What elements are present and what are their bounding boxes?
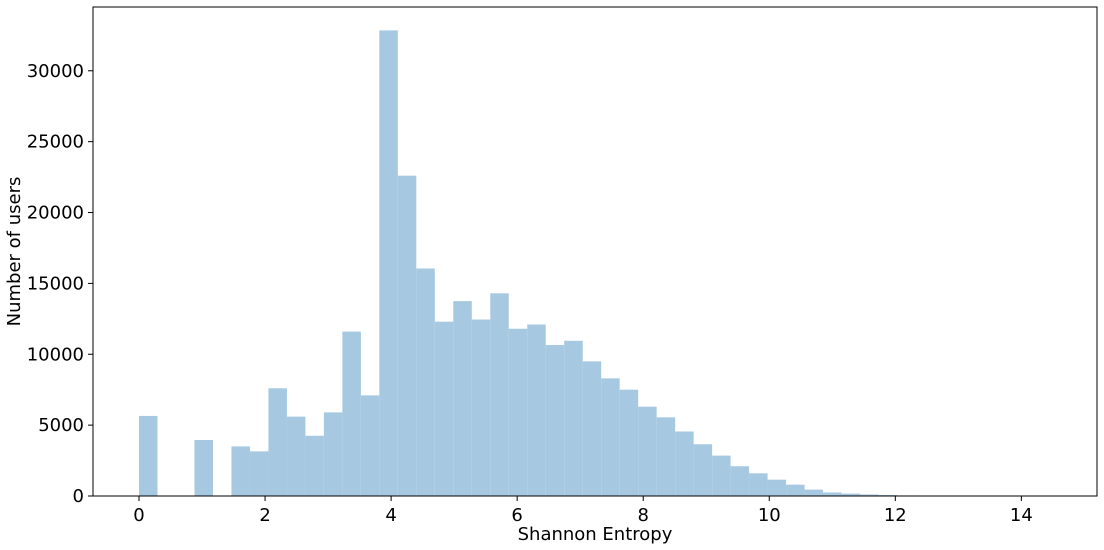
histogram-bar bbox=[286, 416, 306, 496]
plot-frame bbox=[92, 6, 1098, 497]
histogram-bar bbox=[601, 378, 620, 496]
histogram-bar bbox=[527, 324, 546, 496]
y-tick-label: 5000 bbox=[38, 415, 84, 436]
histogram-bar bbox=[268, 388, 287, 496]
y-tick-label: 20000 bbox=[27, 203, 84, 224]
histogram-bar bbox=[342, 331, 361, 496]
histogram-bar bbox=[675, 431, 694, 496]
y-tick-label: 15000 bbox=[27, 273, 84, 294]
histogram-bar bbox=[767, 479, 787, 496]
histogram-bar bbox=[638, 406, 657, 496]
y-tick-label: 10000 bbox=[27, 344, 84, 365]
histogram-bar bbox=[564, 340, 583, 496]
histogram-bar bbox=[786, 484, 805, 496]
x-tick-label: 14 bbox=[1010, 505, 1033, 526]
y-tick-label: 30000 bbox=[27, 61, 84, 82]
histogram-bar bbox=[582, 361, 602, 496]
histogram-bar bbox=[416, 268, 435, 496]
y-tick-label: 0 bbox=[73, 486, 84, 507]
y-tick-label: 25000 bbox=[27, 132, 84, 153]
x-tick-label: 0 bbox=[133, 505, 144, 526]
histogram-bar bbox=[693, 444, 713, 496]
x-tick-label: 12 bbox=[884, 505, 907, 526]
x-axis: 0 2 4 6 8 10 12 14 bbox=[133, 496, 1033, 526]
histogram-bar bbox=[749, 473, 768, 496]
histogram-bar bbox=[619, 389, 639, 496]
histogram-bar bbox=[379, 30, 398, 496]
histogram-bar bbox=[305, 435, 324, 496]
histogram-bar bbox=[323, 412, 343, 496]
histogram-bar bbox=[712, 455, 731, 496]
histogram-bar bbox=[360, 395, 380, 496]
histogram-bar bbox=[434, 321, 454, 496]
histogram-bar bbox=[471, 319, 491, 496]
x-tick-label: 6 bbox=[511, 505, 522, 526]
histogram-bar bbox=[545, 345, 565, 496]
x-axis-title: Shannon Entropy bbox=[518, 524, 673, 545]
histogram-bar bbox=[194, 440, 213, 496]
y-axis: 0 5000 10000 15000 20000 25000 30000 bbox=[27, 61, 93, 507]
histogram-bar bbox=[860, 494, 879, 496]
x-tick-label: 8 bbox=[637, 505, 648, 526]
histogram-bar bbox=[656, 417, 676, 496]
histogram-bar bbox=[139, 415, 158, 496]
bars-layer bbox=[139, 30, 1064, 497]
histogram-bar bbox=[249, 451, 269, 496]
histogram-bar bbox=[730, 466, 750, 496]
histogram-bar bbox=[841, 493, 861, 496]
histogram-bar bbox=[397, 175, 417, 497]
histogram-bar bbox=[804, 489, 824, 496]
histogram-bar bbox=[508, 328, 528, 496]
y-axis-title: Number of users bbox=[4, 177, 25, 327]
histogram-bar bbox=[453, 301, 472, 496]
x-tick-label: 4 bbox=[385, 505, 396, 526]
x-tick-label: 2 bbox=[259, 505, 270, 526]
x-tick-label: 10 bbox=[758, 505, 781, 526]
histogram-bar bbox=[823, 492, 842, 496]
histogram-bar bbox=[231, 446, 250, 496]
histogram-bar bbox=[490, 293, 509, 496]
